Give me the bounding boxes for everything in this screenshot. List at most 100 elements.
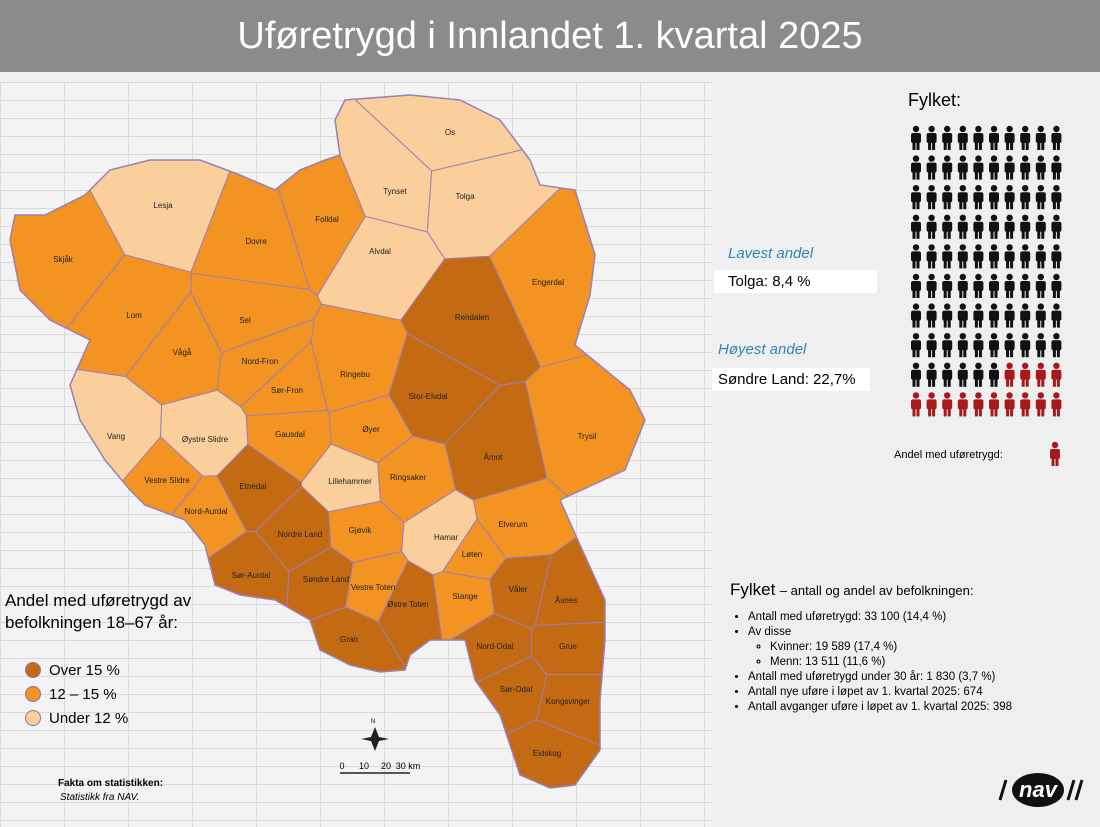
person-icon <box>973 303 984 328</box>
icon-head <box>1037 125 1045 133</box>
icon-leg <box>1010 289 1014 298</box>
icon-head <box>1021 303 1029 310</box>
icon-head <box>1053 125 1060 133</box>
icon-leg <box>959 259 963 269</box>
icon-leg <box>1052 318 1056 328</box>
icon-body <box>1051 133 1062 143</box>
person-icon <box>973 244 984 269</box>
summary-item: Kvinner: 19 589 (17,4 %) <box>770 640 1012 655</box>
person-icon <box>957 125 968 150</box>
icon-body <box>911 162 921 173</box>
icon-body <box>973 133 984 143</box>
summary: Fylket – antall og andel av befolkningen… <box>730 580 1012 715</box>
icon-leg <box>1006 348 1010 358</box>
icon-leg <box>1056 318 1060 328</box>
icon-head <box>928 333 935 340</box>
person-icon <box>942 214 953 239</box>
icon-leg <box>932 141 936 150</box>
icon-head <box>1021 362 1029 369</box>
icon-leg <box>1041 348 1045 358</box>
person-icon <box>1020 155 1031 180</box>
icon-leg <box>1037 377 1041 387</box>
person-icon <box>989 125 999 150</box>
person-icon <box>926 125 937 150</box>
icon-body <box>911 221 921 232</box>
title-bar: Uføretrygd i Innlandet 1. kvartal 2025 <box>0 0 1100 72</box>
icon-head <box>912 125 920 133</box>
person-icon <box>957 244 968 269</box>
icon-leg <box>974 377 978 387</box>
icon-body <box>911 340 921 351</box>
icon-body <box>942 251 953 262</box>
person-icon <box>911 303 921 328</box>
icon-leg <box>978 348 982 358</box>
icon-head <box>944 125 951 133</box>
person-icon <box>911 273 921 298</box>
panel-title: Fylket: <box>908 90 962 110</box>
icon-leg <box>947 289 951 298</box>
icon-head <box>1006 392 1013 399</box>
icon-head <box>928 244 935 251</box>
icon-leg <box>1056 348 1060 358</box>
person-icon <box>942 392 953 417</box>
icon-head <box>990 273 998 281</box>
icon-head <box>1053 185 1060 192</box>
municipality-label: Os <box>445 128 455 137</box>
municipality-label: Sel <box>239 316 251 325</box>
icon-leg <box>990 229 994 239</box>
icon-leg <box>994 289 998 298</box>
icon-head <box>1021 333 1029 340</box>
icon-head <box>1021 214 1029 221</box>
person-icon <box>1051 333 1062 358</box>
icon-body <box>1051 310 1062 321</box>
icon-leg <box>963 407 967 417</box>
icon-leg <box>947 407 951 417</box>
icon-leg <box>1041 229 1045 239</box>
icon-head <box>944 333 951 340</box>
person-icon <box>989 244 999 269</box>
icon-head <box>1006 273 1013 281</box>
person-icon <box>1020 303 1031 328</box>
icon-body <box>1035 192 1046 203</box>
icon-leg <box>1021 259 1025 269</box>
icon-leg <box>974 348 978 358</box>
icon-leg <box>978 200 982 210</box>
person-icon <box>942 333 953 358</box>
icon-head <box>990 244 998 251</box>
icon-head <box>1021 273 1029 281</box>
person-icon <box>973 273 984 298</box>
municipality-label: Alvdal <box>369 247 391 256</box>
person-icon <box>957 155 968 180</box>
icon-leg <box>947 348 951 358</box>
icon-body <box>926 251 937 262</box>
icon-leg <box>1052 377 1056 387</box>
municipality-label: Åmot <box>484 453 503 462</box>
icon-leg <box>943 407 947 417</box>
icon-leg <box>959 318 963 328</box>
icon-leg <box>990 377 994 387</box>
person-icon <box>942 303 953 328</box>
icon-leg <box>943 377 947 387</box>
icon-leg <box>1052 170 1056 180</box>
icon-leg <box>1010 407 1014 417</box>
icon-head <box>959 362 966 369</box>
icon-head <box>1053 362 1060 369</box>
icon-leg <box>1025 407 1029 417</box>
icon-body <box>957 281 968 291</box>
icon-body <box>1020 251 1031 262</box>
icon-leg <box>912 259 916 269</box>
icon-leg <box>1052 259 1056 269</box>
icon-body <box>1020 221 1031 232</box>
icon-body <box>1051 399 1062 410</box>
icon-head <box>990 392 998 399</box>
person-icon <box>1004 273 1015 298</box>
person-icon <box>926 333 937 358</box>
person-icon <box>973 392 984 417</box>
person-icon <box>926 185 937 210</box>
person-icon <box>1020 273 1031 298</box>
person-icon <box>1051 273 1062 298</box>
municipality-label: Sør-Fron <box>271 386 303 395</box>
icon-leg <box>990 170 994 180</box>
icon-leg <box>947 200 951 210</box>
icon-head <box>944 273 951 281</box>
